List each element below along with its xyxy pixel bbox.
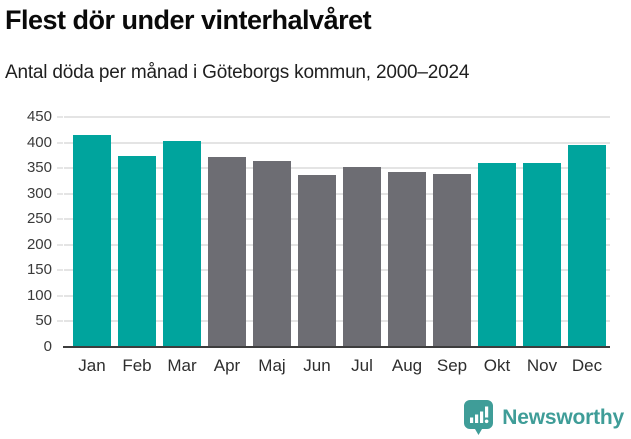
x-axis-label-nov: Nov [526,356,558,375]
x-axis-baseline [63,345,610,348]
gridline-400 [64,141,610,144]
y-tick-250 [57,218,63,220]
page-title: Flest dör under vinterhalvåret [5,5,372,35]
gridline-450 [64,116,610,118]
bar-okt [478,163,516,347]
x-axis-label-dec: Dec [571,356,603,375]
x-axis-label-jan: Jan [78,356,106,375]
x-axis-label-jun: Jun [303,356,331,375]
bar-apr [208,157,246,347]
x-axis-label-mar: Mar [167,356,197,375]
bar-dec [568,145,606,347]
bar-chart: 0 50 100 150 200 250 300 350 400 450 Jan Feb Mar Apr… [27,109,610,375]
x-axis-label-sep: Sep [436,356,468,375]
x-axis-label-aug: Aug [391,356,423,375]
y-tick-150 [57,269,63,271]
y-tick-100 [57,295,63,297]
bar-aug [388,172,426,347]
gridline-150 [64,269,610,272]
gridline-350 [64,167,610,170]
y-tick-300 [57,193,63,195]
brand-footer: Newsworthy [463,399,624,436]
x-axis-label-feb: Feb [122,356,152,375]
x-axis-label-apr: Apr [213,356,241,375]
gridline-50 [64,320,610,323]
bar-jan [73,134,111,347]
x-axis-label-jul: Jul [351,356,373,375]
bar-feb [118,155,156,347]
newsworthy-speech-bubble-chart-icon [464,400,494,435]
bar-jul [343,166,381,347]
gridline-200 [64,243,610,246]
gridline-100 [64,294,610,297]
y-tick-450 [57,116,63,118]
x-axis-labels: Jan Feb Mar Apr Maj Jun Jul Aug Sep Okt Nov Dec [64,356,610,376]
y-tick-400 [57,142,63,144]
x-axis-label-maj: Maj [258,356,286,375]
y-tick-350 [57,167,63,169]
y-tick-200 [57,244,63,246]
bars [64,117,610,347]
page-subtitle: Antal döda per månad i Göteborgs kommun,… [5,62,470,83]
brand-name: Newsworthy [502,405,624,429]
bar-sep [433,173,471,347]
bar-nov [523,163,561,347]
bar-mar [163,140,201,347]
y-tick-50 [57,320,63,322]
bar-jun [298,175,336,347]
x-axis-label-okt: Okt [483,356,511,375]
gridline-250 [64,218,610,221]
bar-maj [253,161,291,347]
gridline-300 [64,192,610,195]
